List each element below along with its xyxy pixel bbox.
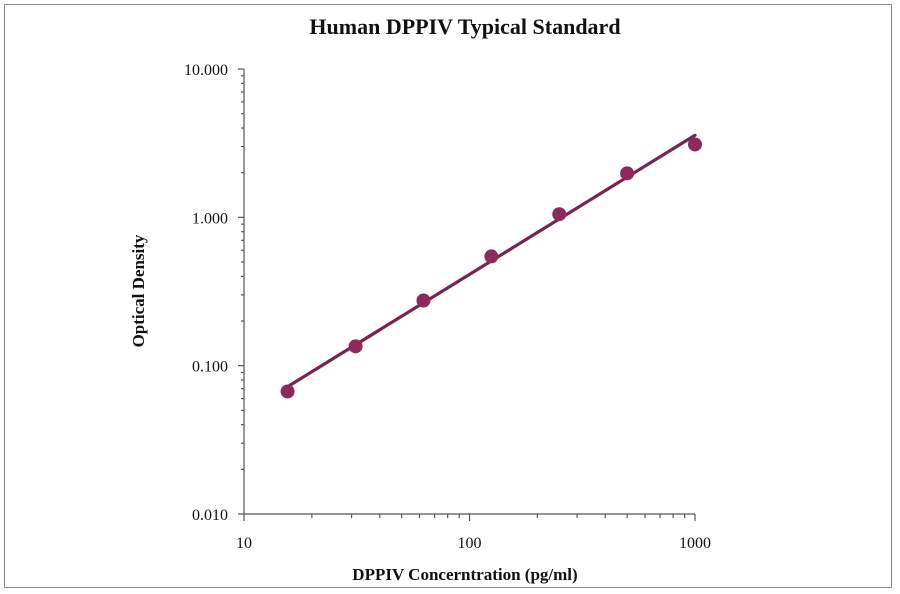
y-tick-label: 0.010 xyxy=(192,507,228,524)
data-point xyxy=(348,339,363,354)
ticks-group xyxy=(238,68,696,521)
data-point xyxy=(280,384,295,399)
data-point xyxy=(484,249,499,264)
x-tick-label: 1000 xyxy=(679,535,711,552)
chart-svg: Human DPPIV Typical Standard Optical Den… xyxy=(129,14,711,584)
y-tick-label: 1.000 xyxy=(192,210,228,227)
tick-labels-group: 0.010 0.100 1.000 10.000 10 100 1000 xyxy=(184,62,711,552)
x-tick-label: 10 xyxy=(236,535,252,552)
data-point xyxy=(552,207,567,222)
data-point xyxy=(416,293,431,308)
y-tick-label: 10.000 xyxy=(184,62,228,79)
data-points-group xyxy=(280,137,702,399)
x-tick-label: 100 xyxy=(458,535,482,552)
y-tick-label: 0.100 xyxy=(192,359,228,376)
chart-title: Human DPPIV Typical Standard xyxy=(309,14,620,39)
x-axis-label: DPPIV Concerntration (pg/ml) xyxy=(352,565,577,584)
data-point xyxy=(620,166,635,181)
data-point xyxy=(688,137,702,152)
y-axis-label: Optical Density xyxy=(129,234,148,347)
chart-frame: Human DPPIV Typical Standard Optical Den… xyxy=(4,4,892,588)
